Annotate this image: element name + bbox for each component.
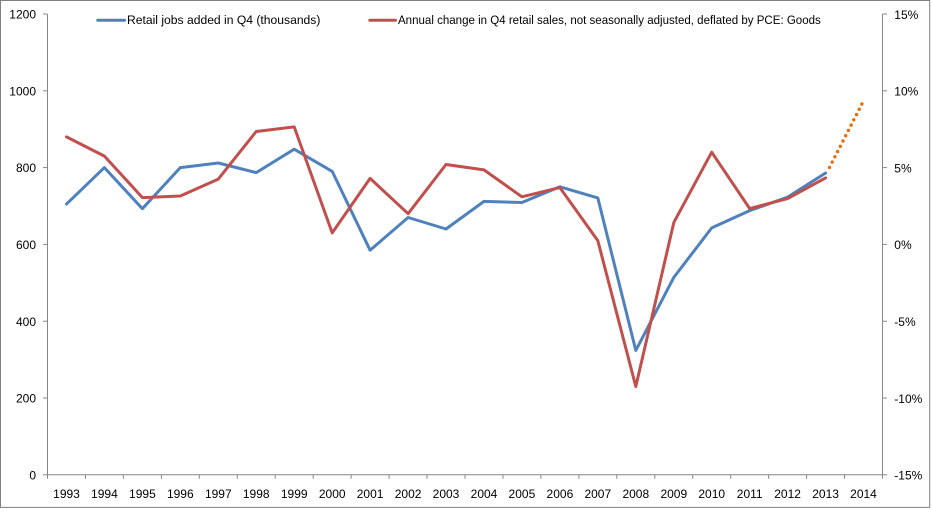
svg-text:2002: 2002 xyxy=(395,487,422,501)
svg-text:2014: 2014 xyxy=(850,487,877,501)
svg-text:2004: 2004 xyxy=(471,487,498,501)
svg-text:2003: 2003 xyxy=(433,487,460,501)
svg-text:Annual change in Q4 retail sal: Annual change in Q4 retail sales, not se… xyxy=(398,13,821,27)
svg-text:15%: 15% xyxy=(894,8,918,22)
svg-text:800: 800 xyxy=(16,161,36,175)
svg-text:400: 400 xyxy=(16,315,36,329)
svg-text:2011: 2011 xyxy=(737,487,763,501)
svg-text:1995: 1995 xyxy=(129,487,156,501)
svg-text:10%: 10% xyxy=(894,85,918,99)
svg-text:-10%: -10% xyxy=(894,392,922,406)
svg-text:200: 200 xyxy=(16,392,36,406)
svg-text:2009: 2009 xyxy=(660,487,687,501)
svg-text:2006: 2006 xyxy=(547,487,574,501)
svg-text:2008: 2008 xyxy=(622,487,649,501)
svg-text:2005: 2005 xyxy=(509,487,536,501)
svg-text:1994: 1994 xyxy=(91,487,118,501)
svg-text:1000: 1000 xyxy=(9,84,36,98)
svg-text:0: 0 xyxy=(29,468,36,482)
svg-text:2013: 2013 xyxy=(812,487,839,501)
svg-text:-5%: -5% xyxy=(894,315,916,329)
svg-text:2000: 2000 xyxy=(319,487,346,501)
svg-text:600: 600 xyxy=(16,238,36,252)
svg-text:1996: 1996 xyxy=(167,487,194,501)
svg-text:1998: 1998 xyxy=(243,487,270,501)
svg-text:5%: 5% xyxy=(894,161,912,175)
svg-text:Retail jobs added in Q4 (thous: Retail jobs added in Q4 (thousands) xyxy=(127,13,320,27)
svg-text:1993: 1993 xyxy=(53,487,80,501)
svg-text:2007: 2007 xyxy=(584,487,611,501)
svg-text:2012: 2012 xyxy=(774,487,801,501)
svg-text:-15%: -15% xyxy=(894,469,922,483)
svg-text:2001: 2001 xyxy=(357,487,384,501)
svg-text:1997: 1997 xyxy=(205,487,232,501)
svg-text:2010: 2010 xyxy=(698,487,725,501)
svg-text:1999: 1999 xyxy=(281,487,308,501)
svg-text:0%: 0% xyxy=(894,238,912,252)
svg-text:1200: 1200 xyxy=(9,8,36,22)
